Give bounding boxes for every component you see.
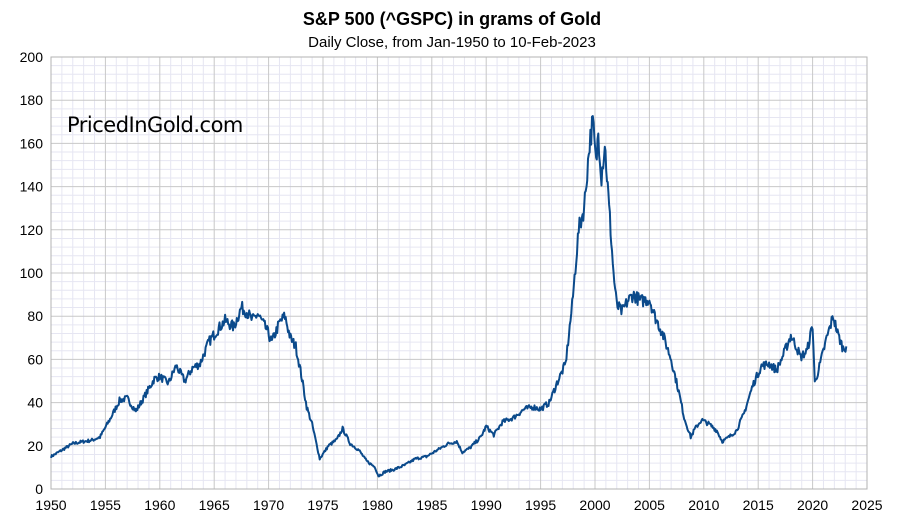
y-tick-label: 120	[20, 222, 44, 238]
series-line-sp500-in-gold	[50, 115, 848, 478]
x-tick-label: 1970	[253, 497, 284, 513]
plot-border	[50, 56, 868, 490]
y-tick-label: 200	[20, 49, 44, 65]
watermark-logo: PricedInGold.com	[67, 113, 243, 137]
x-tick-label: 2005	[634, 497, 665, 513]
y-tick-label: 60	[27, 351, 43, 367]
y-tick-label: 20	[27, 438, 43, 454]
x-tick-label: 1975	[307, 497, 338, 513]
y-tick-label: 180	[20, 92, 44, 108]
x-tick-label: 2015	[743, 497, 774, 513]
chart-title: S&P 500 (^GSPC) in grams of Gold	[303, 9, 601, 29]
y-tick-label: 160	[20, 135, 44, 151]
x-tick-label: 1980	[362, 497, 393, 513]
x-tick-label: 1955	[90, 497, 121, 513]
x-tick-label: 1985	[416, 497, 447, 513]
y-tick-label: 100	[20, 265, 44, 281]
y-axis-tick-labels: 0 20 40 60 80 100 120 140 160 180 200	[20, 49, 44, 497]
x-tick-label: 1990	[471, 497, 502, 513]
x-tick-label: 2025	[851, 497, 882, 513]
x-tick-label: 1965	[199, 497, 230, 513]
x-tick-label: 1950	[35, 497, 66, 513]
x-tick-label: 2000	[579, 497, 610, 513]
x-tick-label: 2020	[797, 497, 828, 513]
x-tick-label: 1960	[144, 497, 175, 513]
y-tick-label: 80	[27, 308, 43, 324]
chart-subtitle: Daily Close, from Jan-1950 to 10-Feb-202…	[308, 34, 596, 51]
y-tick-label: 140	[20, 179, 44, 195]
x-tick-label: 1995	[525, 497, 556, 513]
x-tick-label: 2010	[688, 497, 719, 513]
y-tick-label: 0	[35, 481, 43, 497]
y-tick-label: 40	[27, 395, 43, 411]
x-axis-tick-labels: 1950 1955 1960 1965 1970 1975 1980 1985 1990 1995…	[35, 497, 882, 513]
